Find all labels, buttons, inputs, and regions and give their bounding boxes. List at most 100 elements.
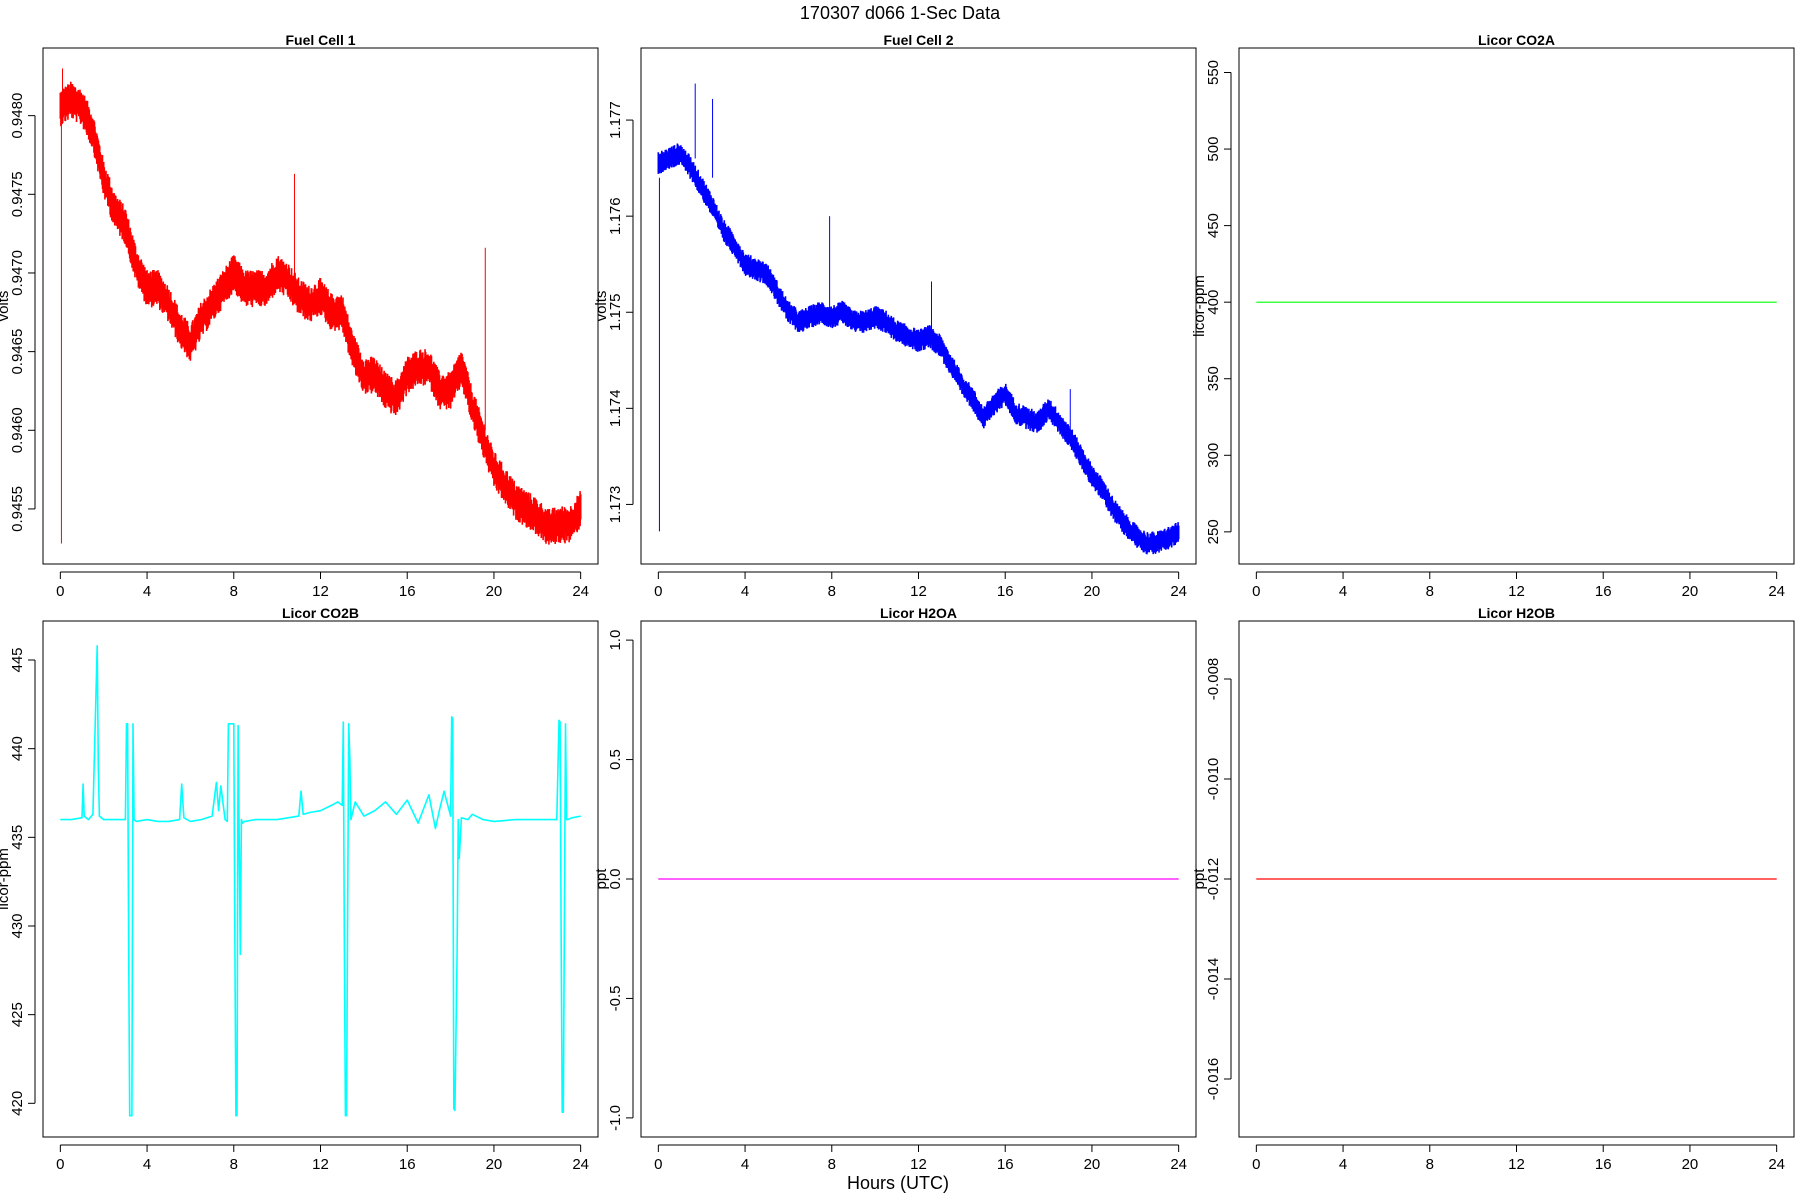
data-series [60,644,581,1117]
y-tick-label: 1.174 [607,390,624,428]
x-tick-label: 24 [572,1156,589,1173]
y-tick-label: 425 [9,1002,26,1027]
x-tick-label: 4 [1339,583,1347,600]
x-tick-label: 16 [1595,583,1612,600]
x-tick-label: 16 [997,1156,1014,1173]
y-tick-label: 0.9465 [9,329,26,375]
panel-fuel-cell-2: Fuel Cell 2 0 4 8 12 16 20 24 1.173 1.174 1.175 1.1… [593,32,1197,600]
figure-xlabel: Hours (UTC) [847,1173,949,1193]
y-axis-label: ppt [1191,868,1208,890]
y-tick-label: 440 [9,736,26,761]
y-axis-label: ppt [593,868,610,890]
plot-frame [42,47,599,565]
x-tick-label: 20 [486,583,503,600]
y-tick-label: 435 [9,825,26,850]
plot-frame [640,620,1197,1138]
x-tick-label: 4 [741,1156,749,1173]
x-tick-label: 12 [910,1156,927,1173]
y-axis-label: volts [593,291,610,322]
y-tick-label: -0.5 [607,986,624,1012]
figure-title: 170307 d066 1-Sec Data [800,3,1001,23]
x-tick-label: 8 [230,1156,238,1173]
x-tick-label: 16 [1595,1156,1612,1173]
panel-title: Licor H2OA [880,605,957,621]
x-tick-label: 0 [1252,583,1260,600]
y-tick-label: 1.177 [607,101,624,139]
x-tick-label: 4 [1339,1156,1347,1173]
x-tick-label: 0 [654,583,662,600]
y-tick-label: 0.9470 [9,250,26,296]
y-tick-label: -0.010 [1205,758,1222,801]
y-tick-label: -0.008 [1205,658,1222,701]
x-tick-label: 24 [1170,1156,1187,1173]
x-tick-label: 8 [1426,1156,1434,1173]
x-tick-label: 16 [399,1156,416,1173]
x-tick-label: 4 [143,583,151,600]
panel-fuel-cell-1: Fuel Cell 1 0 4 8 12 16 20 24 0.9455 0.9460 0.9465… [0,32,599,600]
x-tick-label: 20 [1682,583,1699,600]
y-tick-label: 1.0 [607,630,624,651]
x-tick-label: 20 [1084,583,1101,600]
x-tick-label: 24 [572,583,589,600]
x-tick-label: 16 [399,583,416,600]
x-tick-label: 24 [1768,1156,1785,1173]
plot-frame [1238,47,1795,565]
y-tick-label: 0.0 [607,869,624,890]
plot-frame [42,620,599,1138]
panel-title: Fuel Cell 1 [285,32,355,48]
y-tick-label: 1.175 [607,293,624,331]
plot-frame [1238,620,1795,1138]
x-tick-label: 0 [56,1156,64,1173]
y-tick-label: 0.9480 [9,93,26,139]
y-tick-label: 250 [1205,519,1222,544]
x-tick-label: 12 [1508,583,1525,600]
x-tick-label: 12 [312,1156,329,1173]
y-tick-label: 0.9455 [9,486,26,532]
x-tick-label: 12 [910,583,927,600]
y-tick-label: 1.173 [607,486,624,524]
y-tick-label: 1.176 [607,197,624,235]
y-tick-label: 0.9460 [9,407,26,453]
panel-title: Licor CO2A [1478,32,1555,48]
x-tick-label: 12 [1508,1156,1525,1173]
panel-title: Licor CO2B [282,605,359,621]
y-tick-label: 0.9475 [9,171,26,217]
x-tick-label: 8 [828,1156,836,1173]
y-tick-label: -1.0 [607,1105,624,1131]
y-axis-label: volts [0,291,12,322]
panel-licor-h2oa: Licor H2OA 0 4 8 12 16 20 24 -1.0 -0.5 0.0 0.5 1.0 pp… [593,605,1197,1173]
panel-licor-co2b: Licor CO2B 0 4 8 12 16 20 24 420 425 430 435 440 445 l… [0,605,599,1173]
y-tick-label: 300 [1205,443,1222,468]
x-tick-label: 12 [312,583,329,600]
x-tick-label: 20 [486,1156,503,1173]
panel-licor-co2a: Licor CO2A 0 4 8 12 16 20 24 250 300 350 400 450 500 5… [1191,32,1795,600]
y-tick-label: -0.016 [1205,1058,1222,1101]
x-tick-label: 16 [997,583,1014,600]
y-tick-label: 430 [9,913,26,938]
y-tick-label: 500 [1205,137,1222,162]
panel-title: Fuel Cell 2 [883,32,953,48]
y-tick-label: 400 [1205,290,1222,315]
x-tick-label: 0 [56,583,64,600]
plot-frame [640,47,1197,565]
x-tick-label: 8 [1426,583,1434,600]
data-series [657,143,1180,555]
panel-licor-h2ob: Licor H2OB 0 4 8 12 16 20 24 -0.016 -0.014 -0.012 -… [1191,605,1795,1173]
y-tick-label: 445 [9,647,26,672]
x-tick-label: 24 [1768,583,1785,600]
x-tick-label: 8 [828,583,836,600]
x-tick-label: 24 [1170,583,1187,600]
y-axis-label: licor-ppm [1191,275,1208,337]
x-tick-label: 8 [230,583,238,600]
data-series [59,81,582,545]
y-axis-label: licor-ppm [0,848,12,910]
x-tick-label: 20 [1682,1156,1699,1173]
x-tick-label: 0 [654,1156,662,1173]
y-tick-label: -0.012 [1205,858,1222,901]
x-tick-label: 20 [1084,1156,1101,1173]
x-tick-label: 4 [143,1156,151,1173]
y-tick-label: 450 [1205,213,1222,238]
y-tick-label: 0.5 [607,749,624,770]
panel-title: Licor H2OB [1478,605,1555,621]
